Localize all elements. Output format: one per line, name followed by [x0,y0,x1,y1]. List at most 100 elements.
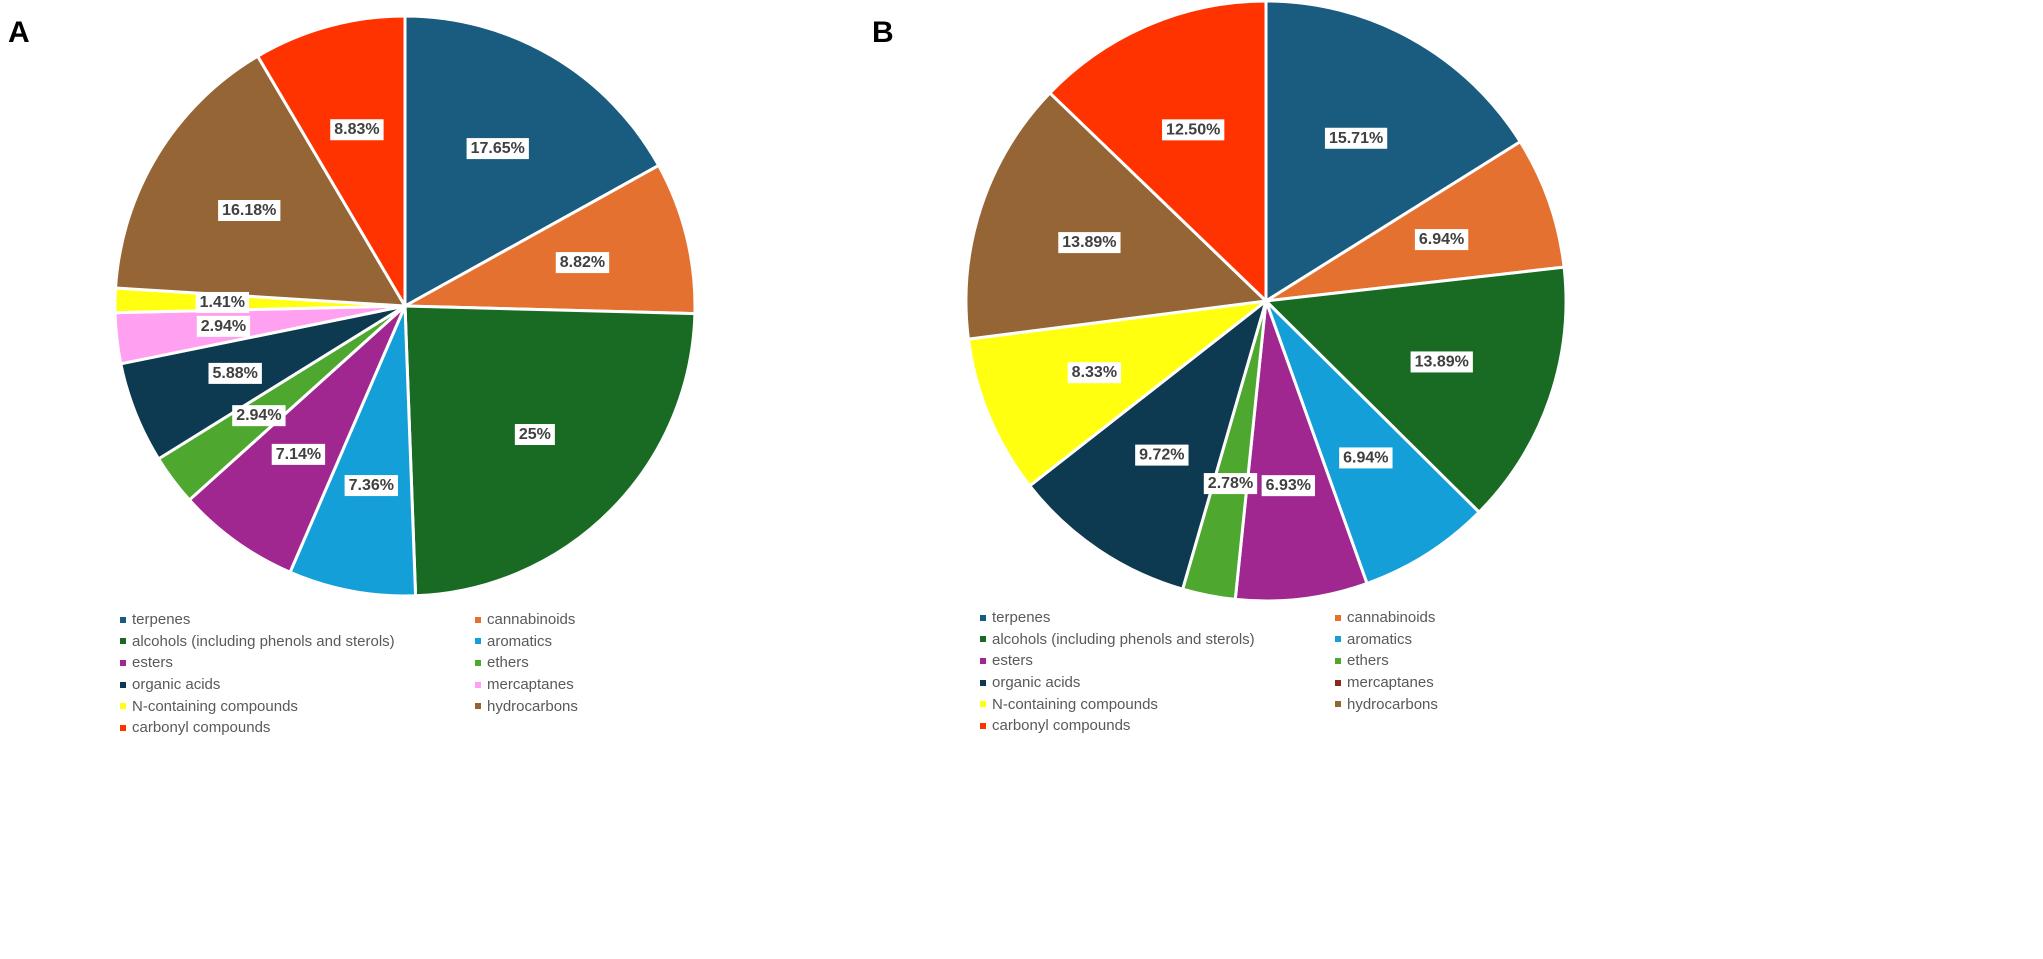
legend-label: terpenes [992,609,1051,627]
legend-label: carbonyl compounds [132,719,271,737]
data-label-text: 7.14% [276,446,321,463]
data-label-text: 15.71% [1329,130,1383,147]
panel-label: A [8,16,30,49]
legend-swatch [980,722,986,729]
pie-chart: 15.71% 6.94% 13.89% 6.94% 6.93% 2.78% 9.72% 8.3… [964,0,1568,603]
legend-label: aromatics [487,632,553,650]
data-label-text: 12.50% [1166,121,1220,138]
legend: terpenes cannabinoids alcohols (including … [120,609,675,739]
legend-label: organic acids [992,674,1081,692]
legend: terpenes cannabinoids alcohols (including … [980,607,1535,737]
pie-slice-cannabinoids [1264,140,1566,303]
legend-item-aromatics: aromatics [1335,629,1535,651]
legend-item-alcohols-including-phenols-and-sterols: alcohols (including phenols and sterols) [120,631,475,653]
data-label-box [330,119,384,141]
legend-item-cannabinoids: cannabinoids [1335,607,1535,629]
legend-label: hydrocarbons [487,697,578,715]
legend-item-esters: esters [980,650,1335,672]
data-label: 17.65% [466,138,529,160]
data-label-text: 17.65% [471,140,525,157]
data-label: 25% [514,424,555,446]
legend-item-organic-acids: organic acids [980,672,1335,694]
pie-slice-alcohols-including-phenols-and-sterols [1264,265,1568,514]
legend-item-carbonyl-compounds: carbonyl compounds [980,715,1335,737]
data-label-text: 6.93% [1266,477,1311,494]
data-label: 7.14% [271,443,326,465]
legend-label: cannabinoids [487,611,576,629]
data-label-text: 9.72% [1139,447,1184,464]
data-label-box [196,315,251,337]
legend-item-hydrocarbons: hydrocarbons [475,695,675,717]
data-label-box [466,138,529,160]
legend-label: cannabinoids [1347,609,1436,627]
legend-swatch [475,616,481,623]
legend-swatch [475,659,481,666]
legend-swatch [1335,657,1341,664]
data-label: 8.83% [330,119,384,141]
legend-item-hydrocarbons: hydrocarbons [1335,693,1535,715]
legend-item-terpenes: terpenes [120,609,475,631]
data-label-box [1135,444,1189,466]
legend-item-mercaptanes: mercaptanes [475,674,675,696]
data-label-text: 2.78% [1208,475,1253,492]
data-label: 5.88% [208,362,262,384]
pie-slice-n-containing-compounds [966,299,1268,488]
legend-item-cannabinoids: cannabinoids [475,609,675,631]
legend-label: terpenes [132,611,191,629]
panel-label: B [872,16,894,49]
data-label-box [195,291,250,313]
data-label-text: 13.89% [1062,234,1116,251]
pie-slice-esters [187,304,407,574]
data-label-text: 13.89% [1415,353,1469,370]
legend-label: alcohols (including phenols and sterols) [992,630,1255,648]
data-label-text: 2.94% [236,407,281,424]
pie-slice-aromatics [1264,299,1481,585]
data-label: 13.89% [1410,351,1473,373]
legend-label: ethers [487,654,529,672]
legend-item-n-containing-compounds: N-containing compounds [120,695,475,717]
legend-item-mercaptanes: mercaptanes [1335,672,1535,694]
legend-label: organic acids [132,676,221,694]
data-label: 8.82% [555,252,610,274]
data-label-text: 16.18% [222,202,276,219]
pie-slice-carbonyl-compounds [1048,0,1268,303]
legend-swatch [120,681,126,688]
legend-item-organic-acids: organic acids [120,674,475,696]
data-label-box [1203,473,1258,495]
data-label-text: 8.33% [1072,364,1117,381]
legend-item-aromatics: aromatics [475,631,675,653]
legend-label: aromatics [1347,630,1413,648]
legend-swatch [475,703,481,710]
data-label-box [271,443,326,465]
pie-slice-cannabinoids [403,163,697,316]
data-label-text: 25% [519,426,551,443]
data-label-box [218,199,281,221]
data-label-box [208,362,262,384]
data-label: 13.89% [1058,232,1121,254]
legend-swatch [980,614,986,621]
legend-label: hydrocarbons [1347,695,1438,713]
data-label-box [232,405,286,427]
pie-slice-terpenes [403,14,661,308]
data-label-text: 1.41% [200,294,245,311]
pie-slice-alcohols-including-phenols-and-sterols [403,304,697,598]
legend-swatch [1335,701,1341,708]
legend-swatch [120,616,126,623]
legend-label: mercaptanes [487,676,574,694]
legend-label: esters [992,652,1033,670]
legend-label: N-containing compounds [992,695,1158,713]
data-label-box [555,252,610,274]
data-label-box [1324,127,1388,149]
data-label-box [1410,351,1473,373]
legend-item-esters: esters [120,652,475,674]
data-label-box [514,424,555,446]
legend-item-carbonyl-compounds: carbonyl compounds [120,717,475,739]
legend-item-ethers: ethers [1335,650,1535,672]
data-label-box [1058,232,1121,254]
data-label-text: 7.36% [349,477,394,494]
legend-swatch [120,638,126,645]
legend-swatch [1335,614,1341,621]
data-label: 1.41% [195,291,250,313]
data-label-text: 2.94% [201,318,246,335]
data-label: 2.94% [196,315,251,337]
